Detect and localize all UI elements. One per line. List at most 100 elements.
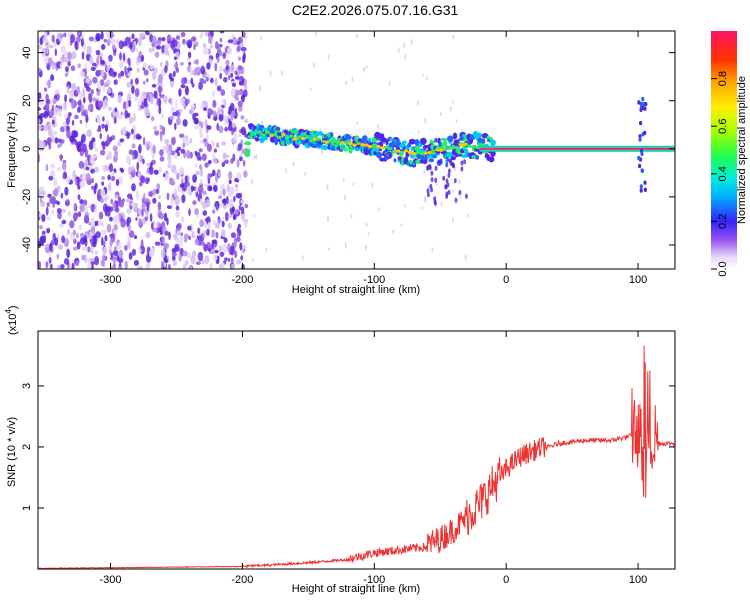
noise-speck [233, 239, 237, 248]
noise-speck [44, 87, 48, 92]
signal-speck [276, 126, 280, 131]
signal-speck [445, 178, 449, 184]
noise-speck [363, 66, 365, 74]
noise-speck [344, 194, 346, 201]
signal-core [257, 130, 262, 134]
noise-speck [154, 241, 161, 246]
noise-speck [46, 202, 50, 208]
noise-speck [218, 171, 222, 177]
noise-speck [172, 39, 178, 48]
noise-speck [76, 232, 79, 239]
noise-speck [85, 78, 90, 84]
noise-speck [117, 114, 123, 120]
noise-speck [181, 137, 188, 143]
noise-speck [164, 242, 170, 250]
noise-speck [77, 31, 81, 36]
noise-speck [253, 214, 256, 219]
noise-speck [69, 135, 75, 143]
noise-speck [47, 193, 52, 198]
noise-speck [238, 81, 244, 86]
noise-speck [227, 39, 233, 44]
noise-speck [99, 198, 104, 203]
noise-speck [131, 143, 136, 149]
signal-speck [447, 135, 454, 143]
noise-speck [258, 84, 261, 92]
noise-speck [164, 138, 170, 145]
noise-speck [45, 93, 49, 102]
noise-speck [328, 247, 330, 251]
noise-speck [371, 182, 374, 189]
noise-speck [377, 206, 380, 212]
noise-speck [192, 200, 197, 206]
noise-speck [128, 252, 133, 260]
signal-speck [454, 197, 458, 203]
noise-speck [49, 163, 56, 169]
noise-speck [452, 189, 455, 193]
noise-speck [161, 225, 167, 234]
noise-speck [94, 166, 99, 173]
signal-core [376, 144, 381, 149]
x-tick-label: -300 [100, 274, 122, 286]
noise-speck [148, 191, 153, 197]
noise-speck [133, 235, 138, 240]
noise-speck [67, 51, 72, 61]
noise-speck [108, 163, 114, 173]
signal-core [415, 151, 420, 155]
noise-speck [427, 185, 430, 190]
noise-speck [40, 48, 46, 56]
noise-speck [230, 72, 234, 78]
noise-speck [173, 48, 179, 53]
noise-speck [240, 126, 246, 136]
spike-speck [639, 188, 643, 193]
noise-speck [73, 238, 77, 245]
signal-speck [432, 154, 437, 158]
noise-speck [53, 187, 59, 197]
noise-speck [197, 185, 204, 194]
noise-speck [39, 97, 44, 106]
noise-speck [171, 136, 176, 146]
signal-speck [445, 191, 449, 197]
signal-core [348, 141, 353, 145]
noise-speck [215, 205, 219, 211]
noise-speck [81, 110, 87, 117]
noise-speck [182, 142, 186, 149]
noise-speck [82, 199, 88, 206]
noise-speck [100, 149, 106, 156]
noise-speck [158, 87, 162, 97]
noise-speck [219, 72, 223, 80]
noise-speck [225, 211, 229, 222]
noise-speck [355, 33, 358, 39]
noise-speck [314, 31, 317, 37]
noise-speck [68, 112, 72, 117]
noise-speck [79, 232, 85, 238]
noise-speck [195, 187, 198, 193]
signal-core [435, 148, 440, 152]
noise-speck [125, 155, 131, 165]
noise-speck [98, 221, 101, 226]
signal-speck [460, 160, 464, 166]
noise-speck [178, 240, 183, 248]
noise-speck [244, 118, 249, 124]
noise-speck [210, 173, 213, 178]
noise-speck [167, 263, 171, 269]
signal-core [407, 150, 413, 154]
noise-speck [238, 204, 242, 211]
noise-speck [118, 40, 124, 50]
noise-speck [203, 46, 209, 56]
signal-speck [430, 170, 434, 176]
signal-core [253, 131, 258, 135]
signal-core [328, 139, 333, 143]
noise-speck [345, 80, 348, 86]
noise-speck [64, 72, 68, 78]
noise-speck [94, 250, 99, 256]
noise-speck [46, 44, 49, 54]
noise-speck [38, 44, 42, 50]
noise-speck [244, 203, 249, 209]
signal-core [419, 151, 424, 156]
noise-speck [184, 175, 188, 184]
signal-core [443, 147, 448, 151]
colorbar-tick-label: 0.6 [717, 119, 729, 134]
signal-speck [340, 145, 346, 150]
noise-speck [120, 168, 125, 173]
noise-speck [112, 145, 118, 152]
